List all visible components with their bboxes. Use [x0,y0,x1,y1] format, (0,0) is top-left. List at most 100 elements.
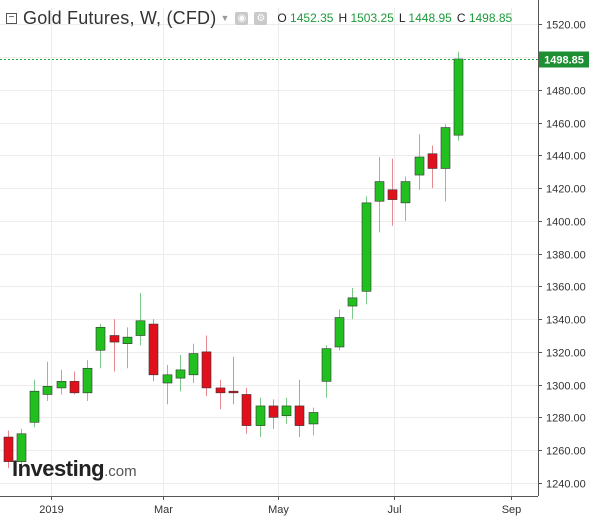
y-tick-label: 1420.00 [546,184,586,196]
candle[interactable] [29,379,40,428]
candle[interactable] [241,387,252,434]
candle-body[interactable] [188,353,199,376]
candle-body[interactable] [281,405,292,417]
candle-body[interactable] [122,336,133,345]
candle[interactable] [255,397,266,438]
candle[interactable] [148,319,159,382]
candle-body[interactable] [109,335,120,343]
y-tick-label: 1360.00 [546,282,586,294]
candle-body[interactable] [334,317,345,348]
chart-header: − Gold Futures, W, (CFD) ▼ ◉ ⚙ O 1452.35… [6,6,512,30]
ohlc-readout: O 1452.35 H 1503.25 L 1448.95 C 1498.85 [277,11,512,25]
candle-series[interactable] [3,51,464,469]
candle[interactable] [294,379,305,438]
candle[interactable] [347,288,358,320]
visibility-icon[interactable]: ◉ [235,11,249,25]
candle[interactable] [135,292,146,346]
x-tick-label: Jul [387,504,401,516]
candle[interactable] [453,51,464,141]
candle[interactable] [268,399,279,429]
candle[interactable] [69,371,80,395]
high-value: 1503.25 [350,11,394,25]
candle[interactable] [3,430,14,469]
candle[interactable] [387,158,398,226]
candle[interactable] [321,345,332,398]
candle-body[interactable] [95,327,106,351]
candle[interactable] [228,356,239,405]
candle[interactable] [334,309,345,351]
candle-body[interactable] [255,405,266,426]
candle-body[interactable] [268,405,279,418]
candle-body[interactable] [135,320,146,336]
candle-body[interactable] [82,367,93,394]
close-label: C [456,11,466,25]
high-label: H [338,11,348,25]
candle[interactable] [374,157,385,233]
chevron-down-icon[interactable]: ▼ [220,13,230,23]
candle-body[interactable] [215,387,226,394]
candle[interactable] [16,428,27,465]
candle-body[interactable] [453,58,464,136]
low-value: 1448.95 [408,11,452,25]
candle-body[interactable] [414,156,425,176]
candle[interactable] [201,335,212,397]
candle-body[interactable] [201,351,212,389]
candle-body[interactable] [29,390,40,423]
candle[interactable] [82,360,93,402]
high-readout: H 1503.25 [338,11,393,25]
investing-logo: Investing .com [12,456,137,482]
y-tick-label: 1260.00 [546,446,586,458]
grid-lines [0,8,538,496]
candle-body[interactable] [56,381,67,389]
candle-body[interactable] [308,412,319,425]
candle-body[interactable] [148,323,159,376]
candle-body[interactable] [16,433,27,462]
candle-body[interactable] [400,181,411,204]
candle-body[interactable] [241,394,252,426]
candle[interactable] [361,196,372,305]
candle-body[interactable] [387,189,398,200]
candle-body[interactable] [427,153,438,169]
low-readout: L 1448.95 [399,11,452,25]
candle-body[interactable] [3,436,14,462]
candle-body[interactable] [361,202,372,292]
x-tick-label: Mar [154,504,173,516]
candle[interactable] [162,364,173,405]
candle-body[interactable] [321,348,332,382]
open-readout: O 1452.35 [277,11,333,25]
candle[interactable] [281,397,292,424]
candle[interactable] [188,343,199,384]
candle-body[interactable] [374,181,385,202]
candle[interactable] [427,145,438,189]
y-tick-label: 1240.00 [546,479,586,491]
candle-body[interactable] [69,381,80,394]
settings-icon[interactable]: ⚙ [254,11,268,25]
candle[interactable] [42,361,53,402]
candle-body[interactable] [440,127,451,169]
open-label: O [277,11,287,25]
candle[interactable] [95,324,106,369]
candle[interactable] [122,327,133,369]
candle[interactable] [308,407,319,436]
y-tick-label: 1460.00 [546,119,586,131]
candle[interactable] [440,124,451,202]
instrument-title[interactable]: Gold Futures, W, (CFD) [23,7,217,28]
collapse-icon[interactable]: − [6,12,17,24]
candle-body[interactable] [42,385,53,395]
candle[interactable] [109,319,120,372]
candle-body[interactable] [162,374,173,384]
open-value: 1452.35 [290,11,334,25]
candle-body[interactable] [175,369,186,379]
candle[interactable] [175,355,186,392]
y-tick-label: 1340.00 [546,315,586,327]
candle[interactable] [56,369,67,395]
candle-body[interactable] [228,390,239,394]
candle[interactable] [414,134,425,190]
logo-text: Investing [12,456,105,481]
candle[interactable] [400,176,411,221]
candle-body[interactable] [347,297,358,307]
candle-body[interactable] [294,405,305,426]
candle[interactable] [215,379,226,410]
